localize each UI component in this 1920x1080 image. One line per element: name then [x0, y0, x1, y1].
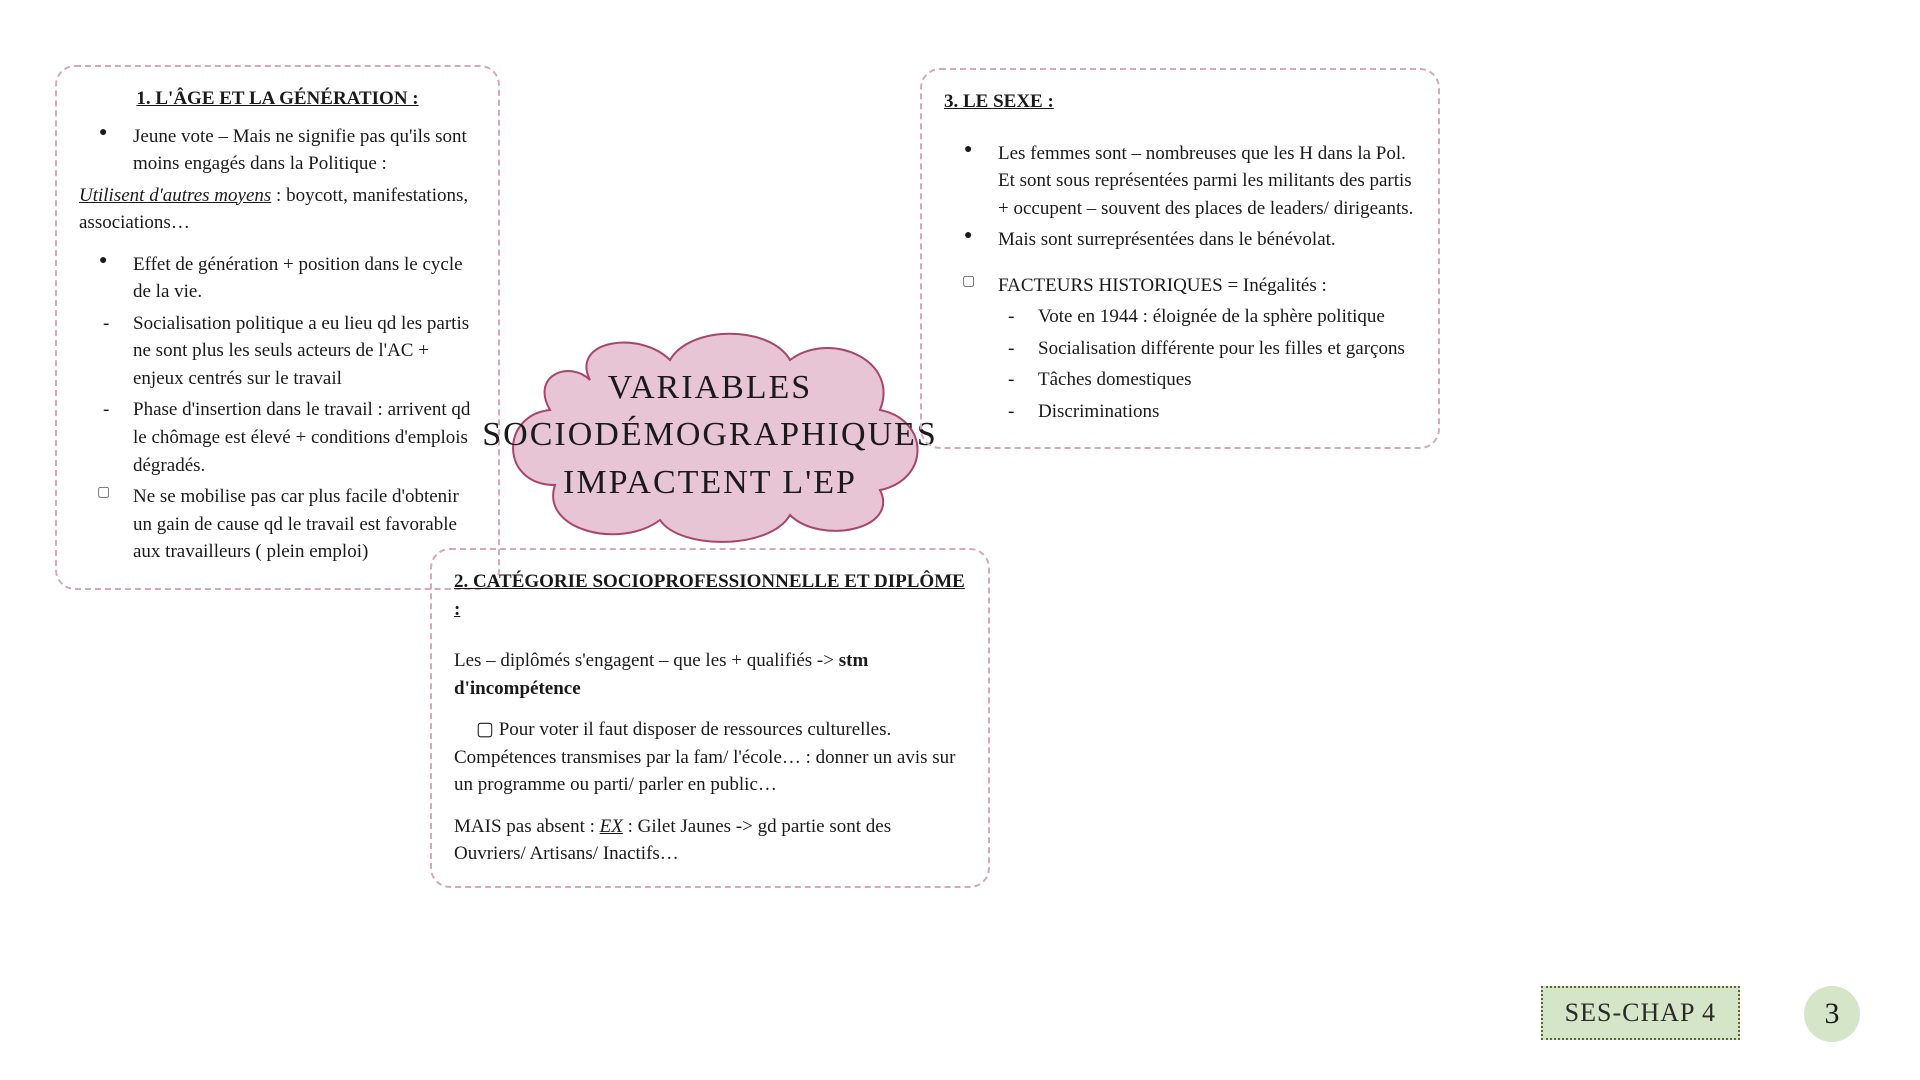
box3-dash2: Socialisation différente pour les filles… — [984, 335, 1416, 363]
box1-bullet1: Jeune vote – Mais ne signifie pas qu'ils… — [79, 123, 476, 178]
box2-line1: Les – diplômés s'engagent – que les + qu… — [454, 647, 966, 702]
box1-heading: 1. L'ÂGE ET LA GÉNÉRATION : — [79, 85, 476, 113]
box3-square: FACTEURS HISTORIQUES = Inégalités : — [944, 272, 1416, 300]
box1-dash1: Socialisation politique a eu lieu qd les… — [79, 310, 476, 393]
box2-mais-ex: EX — [600, 816, 623, 837]
box3-dash3: Tâches domestiques — [984, 366, 1416, 394]
box-sexe: 3. LE SEXE : Les femmes sont – nombreuse… — [920, 68, 1440, 449]
box2-square-pre: ▢ Pour voter il faut disposer de ressour… — [476, 719, 891, 740]
cloud-line3: IMPACTENT L'EP — [563, 459, 857, 507]
box3-heading: 3. LE SEXE : — [944, 88, 1416, 116]
box2-square-body: Compétences transmises par la fam/ l'éco… — [454, 744, 966, 799]
box1-moyens-label: Utilisent d'autres moyens — [79, 185, 271, 206]
box2-line1-pre: Les – diplômés s'engagent – que les + qu… — [454, 650, 839, 671]
page-number: 3 — [1804, 986, 1860, 1042]
box1-square1: Ne se mobilise pas car plus facile d'obt… — [79, 483, 476, 566]
box3-dash1: Vote en 1944 : éloignée de la sphère pol… — [984, 303, 1416, 331]
box3-dash4: Discriminations — [984, 398, 1416, 426]
box3-bullet1: Les femmes sont – nombreuses que les H d… — [944, 140, 1416, 223]
box2-mais: MAIS pas absent : EX : Gilet Jaunes -> g… — [454, 813, 966, 868]
cloud-text: VARIABLES SOCIODÉMOGRAPHIQUES IMPACTENT … — [480, 320, 940, 550]
central-cloud: VARIABLES SOCIODÉMOGRAPHIQUES IMPACTENT … — [480, 320, 940, 550]
box1-bullet2: Effet de génération + position dans le c… — [79, 251, 476, 306]
cloud-line2: SOCIODÉMOGRAPHIQUES — [482, 411, 937, 459]
box2-square-line: ▢ Pour voter il faut disposer de ressour… — [454, 716, 966, 744]
box3-bullet2: Mais sont surreprésentées dans le bénévo… — [944, 226, 1416, 254]
box2-mais-pre: MAIS pas absent : — [454, 816, 600, 837]
box2-heading: 2. CATÉGORIE SOCIOPROFESSIONNELLE ET DIP… — [454, 568, 966, 623]
box-age-generation: 1. L'ÂGE ET LA GÉNÉRATION : Jeune vote –… — [55, 65, 500, 590]
box1-moyens: Utilisent d'autres moyens : boycott, man… — [79, 182, 476, 237]
box-csp-diplome: 2. CATÉGORIE SOCIOPROFESSIONNELLE ET DIP… — [430, 548, 990, 888]
chapter-badge: SES-CHAP 4 — [1541, 986, 1740, 1040]
box1-dash2: Phase d'insertion dans le travail : arri… — [79, 396, 476, 479]
cloud-line1: VARIABLES — [608, 364, 812, 412]
